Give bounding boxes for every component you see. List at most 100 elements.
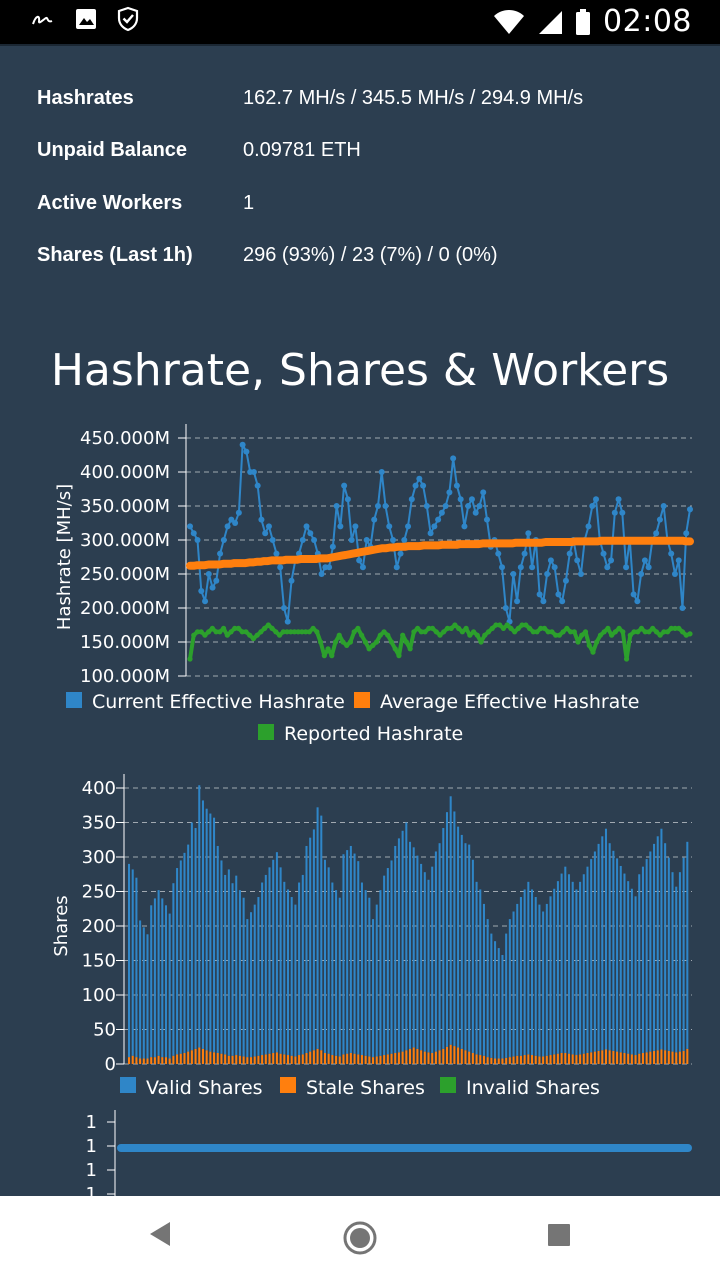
valid-bar	[338, 897, 341, 1057]
data-point	[217, 550, 224, 557]
stale-bar	[508, 1057, 511, 1064]
y-tick-label: 200	[82, 916, 116, 937]
data-point	[418, 629, 424, 635]
valid-bar	[364, 890, 367, 1056]
data-point	[571, 629, 577, 635]
data-point	[512, 629, 518, 635]
stale-bar	[549, 1055, 552, 1064]
stale-bar	[201, 1048, 204, 1064]
stale-bar	[460, 1048, 463, 1064]
data-point	[476, 503, 483, 509]
valid-bar	[420, 863, 423, 1051]
stale-bar	[213, 1052, 216, 1064]
stat-row-hashrates: Hashrates 162.7 MH/s / 345.5 MH/s / 294.…	[37, 72, 697, 125]
valid-bar	[593, 851, 596, 1052]
valid-bar	[579, 881, 582, 1055]
stale-bar	[268, 1053, 271, 1064]
valid-bar	[227, 869, 230, 1056]
valid-bar	[538, 904, 541, 1057]
legend-label: Average Effective Hashrate	[380, 691, 639, 713]
data-point	[258, 629, 264, 635]
data-point	[645, 564, 652, 571]
data-point	[437, 632, 443, 638]
data-point	[438, 509, 445, 516]
stat-row-unpaid-balance: Unpaid Balance 0.09781 ETH	[37, 125, 697, 178]
y-tick-label: 1	[86, 1184, 97, 1196]
data-point	[303, 523, 310, 530]
stale-bar	[590, 1052, 593, 1064]
data-point	[638, 571, 645, 577]
data-point	[500, 625, 507, 631]
data-point	[224, 523, 231, 530]
data-point	[687, 631, 693, 637]
valid-bar	[445, 812, 449, 1047]
valid-bar	[150, 905, 153, 1058]
stale-bar	[579, 1054, 582, 1064]
data-point	[514, 598, 521, 605]
y-tick-label: 100	[82, 985, 116, 1006]
data-point	[601, 629, 607, 635]
data-point	[276, 632, 283, 638]
home-button[interactable]	[342, 1220, 378, 1261]
data-point	[206, 629, 212, 635]
data-point	[468, 496, 475, 503]
stale-bar	[290, 1055, 293, 1064]
data-point	[553, 632, 559, 638]
legend-swatch	[258, 724, 274, 740]
recents-button[interactable]	[546, 1222, 572, 1253]
data-point	[317, 639, 324, 645]
stale-bar	[364, 1055, 367, 1064]
stale-bar	[224, 1054, 227, 1064]
data-point	[422, 629, 428, 635]
stale-bar	[327, 1053, 330, 1064]
legend-swatch	[120, 1077, 136, 1093]
stale-bar	[412, 1047, 415, 1064]
data-point	[657, 632, 663, 638]
data-point	[623, 656, 630, 662]
stale-bar	[353, 1053, 356, 1064]
data-point	[381, 629, 387, 635]
y-tick-label: 350.000M	[80, 496, 170, 517]
valid-bar	[213, 817, 216, 1053]
stat-label: Hashrates	[37, 86, 134, 109]
valid-bar	[216, 845, 219, 1053]
valid-bar	[257, 897, 260, 1056]
data-point	[280, 629, 286, 635]
stale-bar	[176, 1054, 179, 1064]
cell-signal-icon	[537, 9, 563, 35]
valid-bar	[427, 879, 430, 1053]
data-point	[344, 642, 350, 648]
data-point	[426, 625, 432, 631]
valid-bar	[412, 847, 415, 1048]
stale-bar	[305, 1052, 308, 1064]
data-point	[284, 618, 291, 625]
valid-bar	[168, 913, 171, 1059]
data-point	[295, 629, 301, 635]
data-point	[683, 530, 690, 537]
stale-bar	[246, 1057, 249, 1064]
valid-bar	[512, 911, 515, 1057]
data-point	[359, 632, 365, 638]
data-point	[448, 625, 454, 631]
data-point	[340, 639, 346, 645]
stale-bar	[586, 1052, 589, 1064]
valid-bar	[316, 807, 319, 1049]
data-point	[615, 496, 622, 503]
back-button[interactable]	[146, 1218, 174, 1255]
stale-bar	[434, 1051, 437, 1064]
stale-bar	[242, 1056, 245, 1064]
stale-bar	[479, 1055, 482, 1064]
data-point	[489, 625, 495, 631]
valid-bar	[623, 873, 626, 1053]
valid-bar	[442, 828, 445, 1049]
y-axis-label: Shares	[51, 895, 72, 956]
data-point	[661, 629, 667, 635]
stale-bar	[675, 1052, 678, 1064]
valid-bar	[457, 826, 460, 1048]
stat-value: 162.7 MH/s / 345.5 MH/s / 294.9 MH/s	[243, 86, 584, 109]
data-point	[638, 625, 645, 631]
data-point	[672, 625, 678, 631]
data-point	[635, 629, 641, 635]
stale-bar	[475, 1054, 478, 1064]
data-point	[482, 632, 488, 638]
